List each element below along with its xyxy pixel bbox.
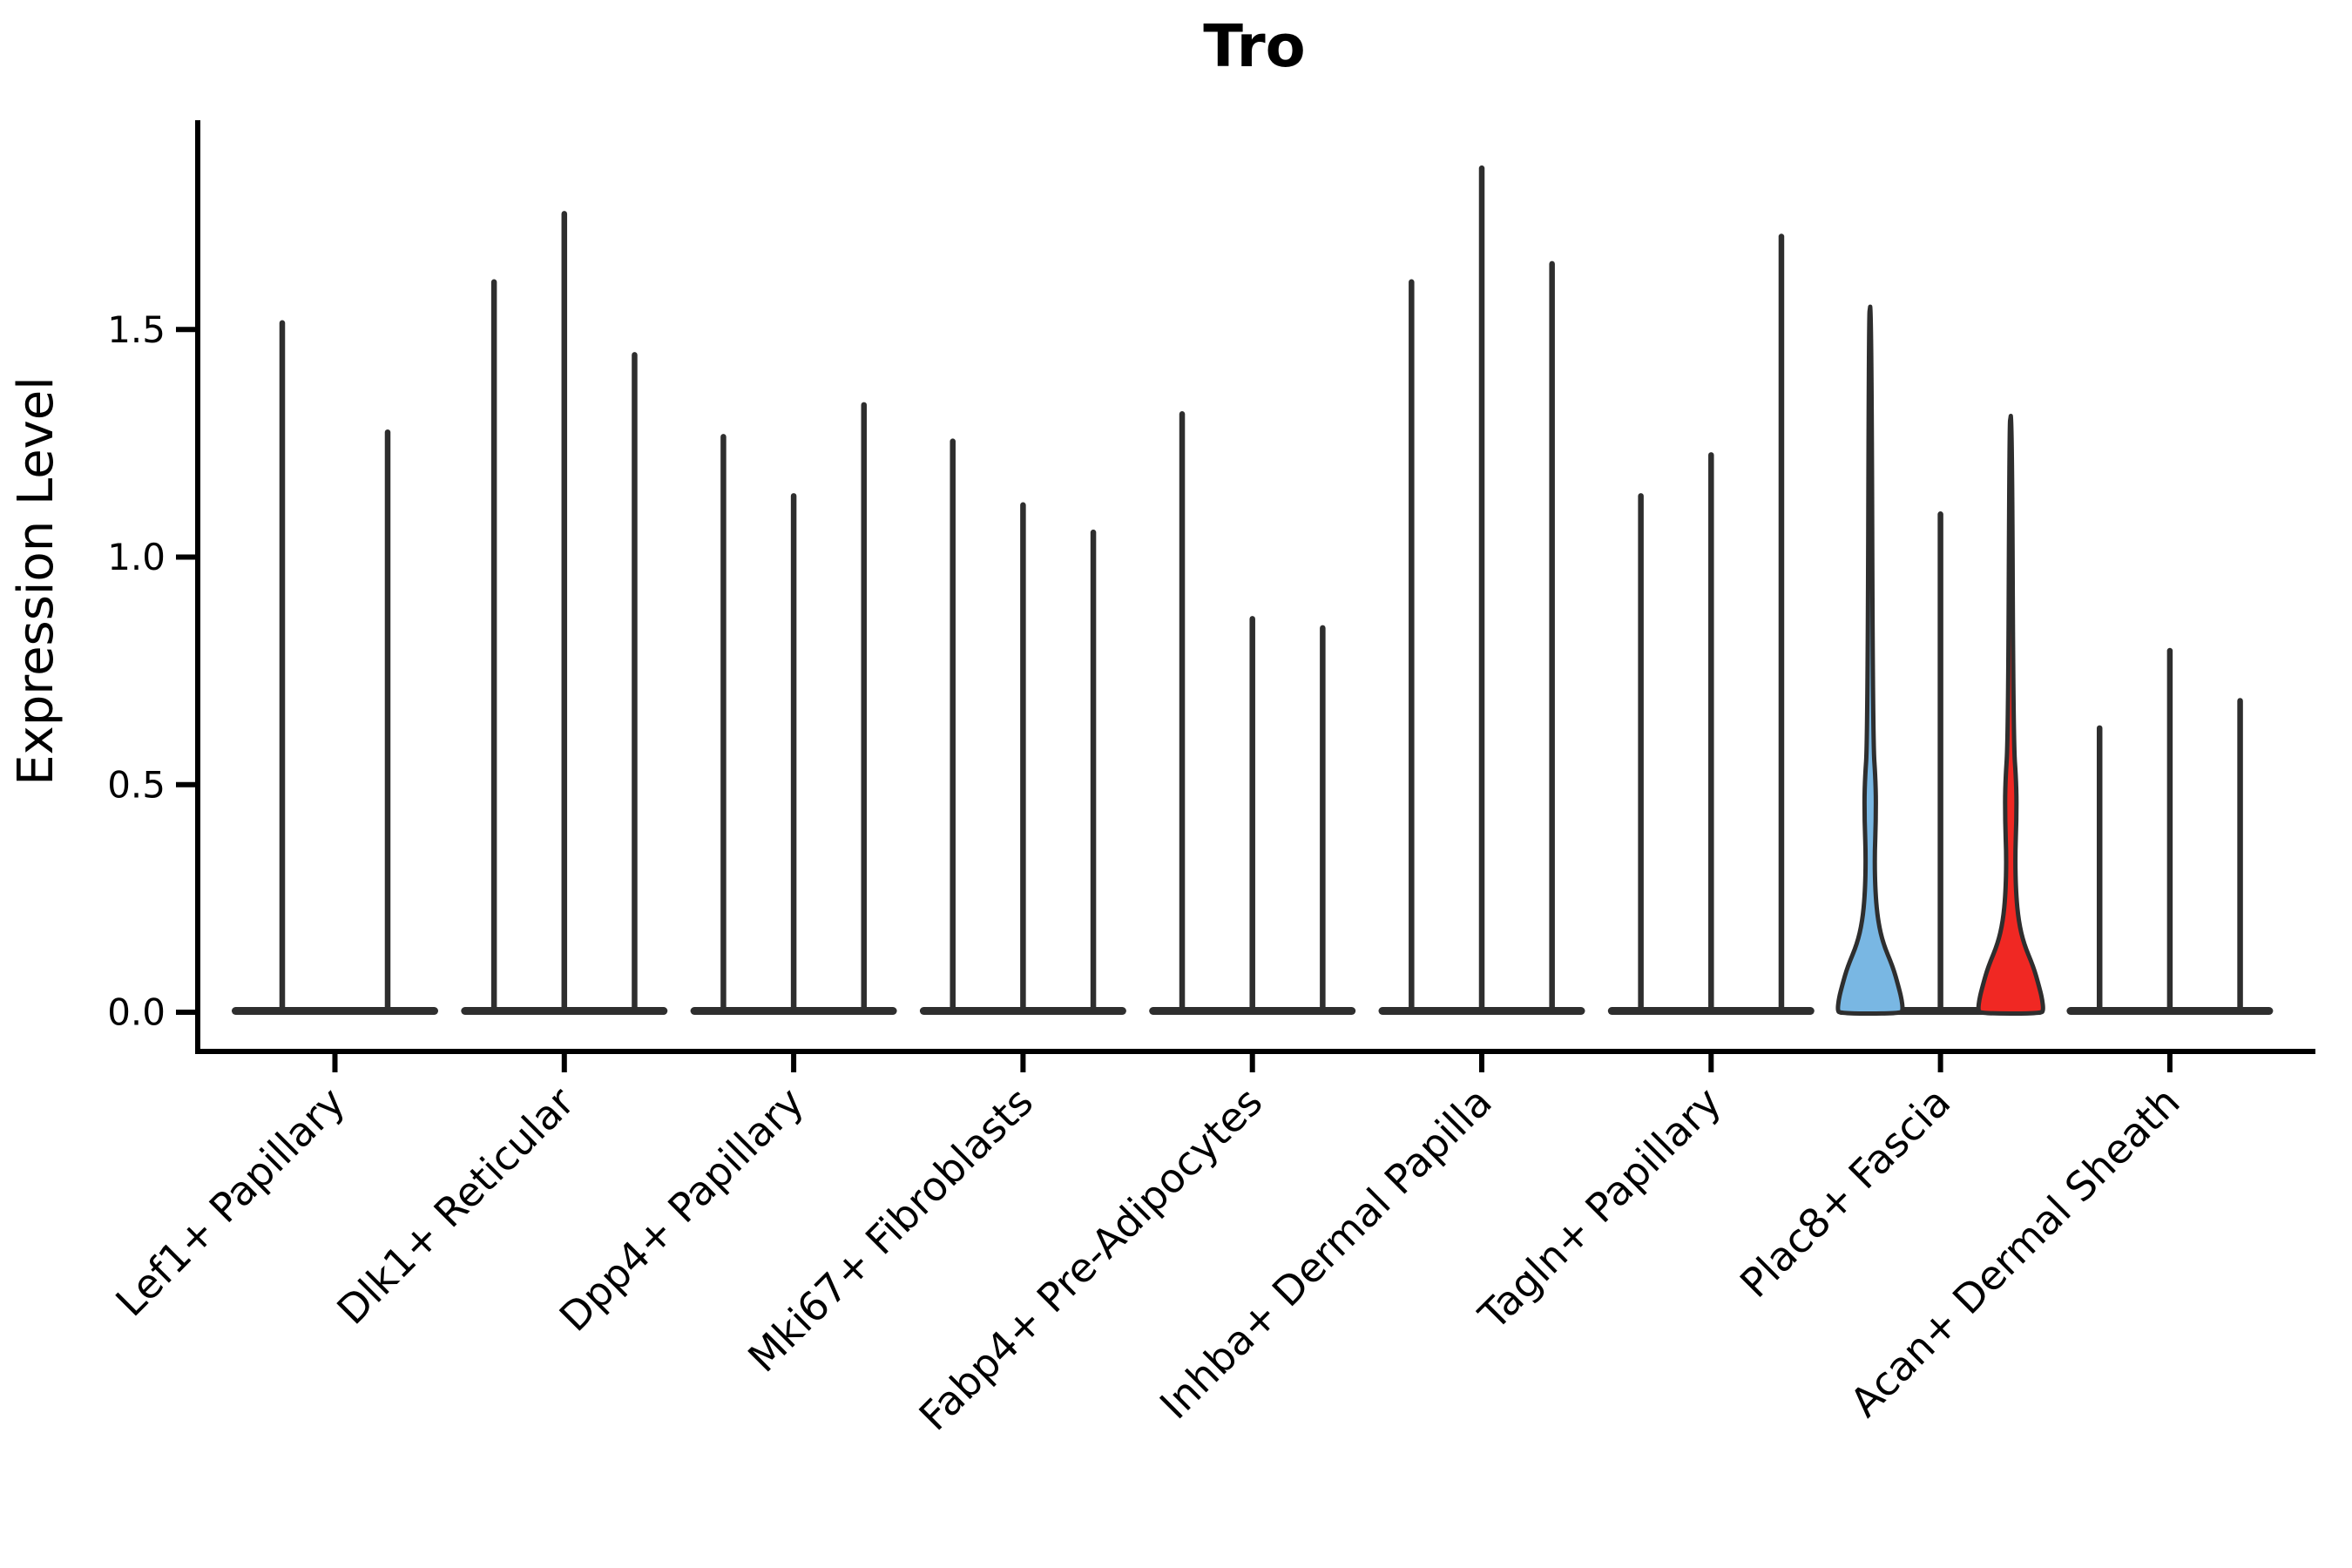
x-tick-label: Plac8+ Fascia [1731, 1078, 1959, 1307]
x-tick-label: Lef1+ Papillary [106, 1078, 354, 1326]
chart-title: Tro [1203, 12, 1305, 80]
highlighted-violin-red [1976, 414, 2045, 1016]
y-tick-label: 1.5 [107, 308, 166, 351]
axes-spines [195, 120, 2315, 1054]
highlighted-violin-blue [1835, 304, 1905, 1016]
y-tick-label: 0.5 [107, 763, 166, 806]
y-tick-label: 1.0 [107, 536, 166, 578]
x-tick-label: Tagln+ Papillary [1469, 1078, 1730, 1340]
y-tick-label: 0.0 [107, 991, 166, 1034]
y-axis-ticks: 0.0 0.5 1.0 1.5 [107, 308, 197, 1034]
y-axis-label: Expression Level [8, 376, 64, 786]
x-tick-label: Dlk1+ Reticular [328, 1078, 583, 1334]
violin-groups [232, 165, 2274, 1016]
x-tick-label: Dpp4+ Papillary [551, 1078, 813, 1341]
